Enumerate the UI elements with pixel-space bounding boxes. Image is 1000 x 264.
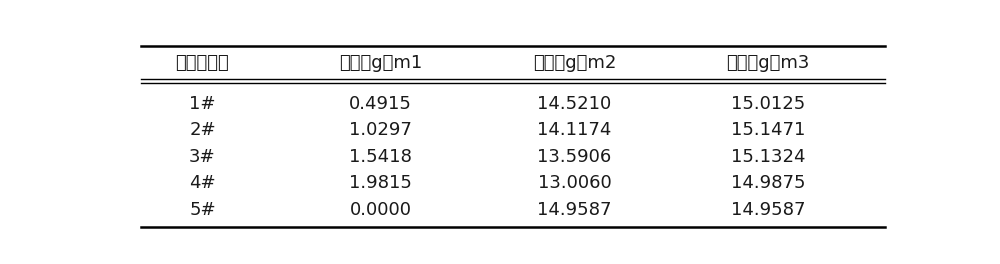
Text: 14.5210: 14.5210	[537, 95, 612, 113]
Text: 3#: 3#	[189, 148, 216, 166]
Text: 4#: 4#	[189, 174, 216, 192]
Text: 0.0000: 0.0000	[350, 201, 412, 219]
Text: 14.9587: 14.9587	[537, 201, 612, 219]
Text: 15.1324: 15.1324	[731, 148, 806, 166]
Text: 14.9875: 14.9875	[731, 174, 806, 192]
Text: 1.9815: 1.9815	[349, 174, 412, 192]
Text: 15.0125: 15.0125	[731, 95, 805, 113]
Text: 1.5418: 1.5418	[349, 148, 412, 166]
Text: 1.0297: 1.0297	[349, 121, 412, 139]
Text: 13.5906: 13.5906	[537, 148, 612, 166]
Text: 标准样品号: 标准样品号	[176, 54, 229, 72]
Text: 13.0060: 13.0060	[538, 174, 611, 192]
Text: 14.1174: 14.1174	[537, 121, 612, 139]
Text: 1#: 1#	[189, 95, 216, 113]
Text: 纯铁（g）m1: 纯铁（g）m1	[339, 54, 422, 72]
Text: 5#: 5#	[189, 201, 216, 219]
Text: 总重（g）m3: 总重（g）m3	[727, 54, 810, 72]
Text: 15.1471: 15.1471	[731, 121, 805, 139]
Text: 14.9587: 14.9587	[731, 201, 806, 219]
Text: 2#: 2#	[189, 121, 216, 139]
Text: 0.4915: 0.4915	[349, 95, 412, 113]
Text: 钒铁（g）m2: 钒铁（g）m2	[533, 54, 616, 72]
